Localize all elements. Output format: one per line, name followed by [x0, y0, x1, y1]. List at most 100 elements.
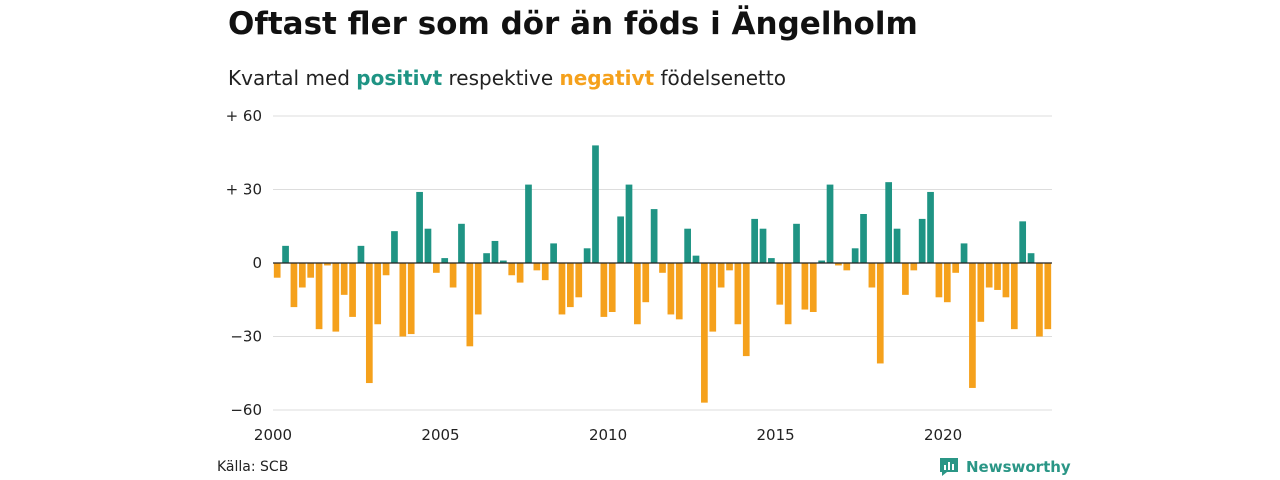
bar — [273, 263, 281, 278]
subtitle-suffix: födelsenetto — [660, 66, 786, 90]
bar — [1027, 253, 1035, 263]
bar — [315, 263, 323, 330]
bar — [324, 263, 331, 266]
bar — [558, 263, 566, 315]
bar — [768, 258, 775, 263]
bar — [298, 263, 306, 288]
bar — [374, 263, 382, 325]
newsworthy-logo: Newsworthy — [938, 456, 1071, 478]
bar — [935, 263, 943, 298]
bar — [634, 263, 641, 325]
x-tick-label: 2000 — [254, 426, 292, 444]
bar — [349, 263, 356, 317]
bar — [809, 263, 817, 312]
bar — [893, 228, 901, 263]
subtitle-mid: respektive — [448, 66, 554, 90]
bar — [474, 263, 482, 315]
y-tick-label: −60 — [230, 401, 262, 419]
bar — [416, 191, 423, 263]
bar — [709, 263, 717, 332]
bar — [918, 218, 926, 263]
x-tick-label: 2015 — [756, 426, 794, 444]
chart-subtitle: Kvartal med positivt respektive negativt… — [228, 66, 786, 90]
y-tick-label: 0 — [252, 254, 262, 272]
bar — [860, 214, 867, 263]
subtitle-negative: negativt — [559, 66, 655, 90]
bar — [617, 216, 624, 263]
bar — [684, 228, 691, 263]
bar — [776, 263, 784, 305]
bar — [466, 263, 474, 347]
bar — [985, 263, 993, 288]
bar — [525, 184, 532, 263]
bar — [491, 240, 499, 263]
bar — [608, 263, 616, 312]
bar — [751, 218, 758, 263]
bar — [801, 263, 809, 310]
newsworthy-icon — [940, 458, 958, 476]
bar — [449, 263, 457, 288]
bar — [876, 263, 884, 364]
bar — [826, 184, 834, 263]
bar — [692, 255, 700, 263]
bar — [960, 243, 968, 263]
bar — [969, 263, 976, 388]
bar — [592, 145, 599, 263]
bar — [340, 263, 348, 295]
bar — [793, 223, 800, 263]
bar — [407, 263, 415, 335]
x-tick-label: 2005 — [421, 426, 459, 444]
bars — [273, 145, 1052, 403]
bar — [600, 263, 608, 317]
bar — [977, 263, 985, 322]
bar — [282, 245, 289, 263]
bar — [500, 260, 507, 263]
bar — [424, 228, 432, 263]
bar — [726, 263, 733, 271]
bar — [717, 263, 725, 288]
axes: + 60 + 30 0 −30 −60 2000 2005 2010 2015 2020 — [226, 107, 1052, 444]
bar — [399, 263, 407, 337]
source-note: Källa: SCB — [217, 459, 289, 475]
bar — [910, 263, 918, 271]
bar — [784, 263, 792, 325]
bar — [1002, 263, 1010, 298]
bar — [365, 263, 373, 384]
chart-title: Oftast fler som dör än föds i Ängelholm — [228, 6, 918, 42]
bar — [1044, 263, 1052, 330]
bar — [952, 263, 960, 273]
bar — [541, 263, 549, 281]
subtitle-prefix: Kvartal med — [228, 66, 350, 90]
bar — [357, 245, 365, 263]
bar — [650, 209, 658, 263]
bar — [575, 263, 583, 298]
bar — [994, 263, 1001, 290]
bar — [533, 263, 541, 271]
bar — [902, 263, 909, 295]
bar — [432, 263, 440, 273]
bar — [818, 260, 825, 263]
bar — [943, 263, 951, 303]
bar — [508, 263, 516, 276]
bar — [927, 191, 934, 263]
bar — [868, 263, 876, 288]
bar — [441, 258, 449, 263]
bar — [667, 263, 675, 315]
bar — [567, 263, 574, 308]
bar — [483, 253, 490, 263]
bar — [734, 263, 742, 325]
brand-label: Newsworthy — [966, 458, 1071, 476]
bar — [550, 243, 557, 263]
bar — [332, 263, 340, 332]
y-tick-label: + 30 — [226, 181, 262, 199]
x-tick-label: 2020 — [924, 426, 962, 444]
bar — [642, 263, 650, 303]
bar — [759, 228, 767, 263]
y-tick-label: + 60 — [226, 107, 262, 125]
bar — [885, 182, 893, 263]
bar — [1036, 263, 1043, 337]
x-tick-label: 2010 — [589, 426, 627, 444]
bar — [583, 248, 591, 263]
bar — [382, 263, 390, 276]
